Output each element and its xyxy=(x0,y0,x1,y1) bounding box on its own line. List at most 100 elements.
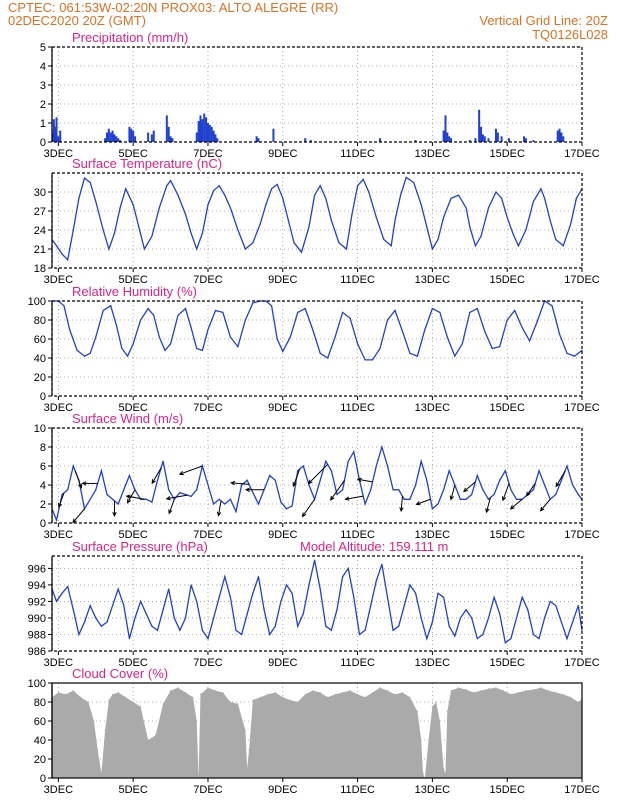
precip-bar xyxy=(111,130,114,142)
precip-bar xyxy=(496,132,499,142)
series-point xyxy=(89,181,91,184)
cloud-point xyxy=(184,691,187,694)
series-point xyxy=(196,347,198,350)
precip-bar xyxy=(134,136,137,142)
cloud-point xyxy=(555,691,557,694)
panel-title: Relative Humidity (%) xyxy=(72,284,197,299)
series-point xyxy=(383,238,385,241)
series-point xyxy=(437,238,439,241)
cloud-point xyxy=(416,710,419,713)
precip-bar xyxy=(165,115,168,142)
x-tick-label: 5DEC xyxy=(118,657,147,669)
series-point xyxy=(224,194,226,196)
series-point xyxy=(184,308,187,310)
series-point xyxy=(347,567,349,569)
series-point xyxy=(252,302,254,304)
series-point xyxy=(190,495,192,497)
series-point xyxy=(392,629,394,631)
series-point xyxy=(334,336,336,338)
cloud-point xyxy=(356,693,359,696)
series-point xyxy=(212,617,215,619)
x-tick-label: 5DEC xyxy=(118,529,147,541)
series-point xyxy=(55,600,58,603)
wind-arrow-head xyxy=(57,502,63,509)
series-point xyxy=(312,328,314,331)
series-point xyxy=(409,352,411,354)
precip-bar xyxy=(51,132,54,142)
x-tick-label: 11DEC xyxy=(340,657,375,669)
series-point xyxy=(145,498,147,500)
series-point xyxy=(293,242,295,244)
series-point xyxy=(437,592,439,594)
precip-bar xyxy=(52,119,55,142)
series-point xyxy=(100,625,102,627)
y-tick-label: 990 xyxy=(28,613,46,625)
series-point xyxy=(308,584,310,586)
cloud-point xyxy=(349,690,351,692)
series-point xyxy=(465,498,467,500)
wind-arrow xyxy=(308,464,329,484)
precip-bar xyxy=(481,134,484,142)
series-point xyxy=(330,629,333,631)
header-station: CPTEC: 061:53W-02:20N PROX03: ALTO ALEGR… xyxy=(8,0,339,15)
series-point xyxy=(327,357,329,359)
precip-bar xyxy=(117,138,120,142)
series-point xyxy=(134,617,136,619)
series-point xyxy=(244,319,246,321)
series-point xyxy=(500,197,503,199)
series-point xyxy=(67,489,69,491)
series-point xyxy=(572,621,574,623)
series-point xyxy=(364,503,366,505)
y-tick-label: 18 xyxy=(34,263,46,275)
series-point xyxy=(515,498,518,500)
precip-bar xyxy=(199,115,202,142)
series-point xyxy=(102,309,104,312)
cloud-point xyxy=(246,767,248,770)
x-tick-label: 13DEC xyxy=(415,402,451,414)
x-tick-label: 11DEC xyxy=(340,529,375,541)
series-point xyxy=(573,355,576,357)
x-tick-label: 17DEC xyxy=(564,657,600,669)
y-tick-label: 27 xyxy=(34,206,46,218)
precip-bar xyxy=(104,138,107,142)
y-tick-label: 60 xyxy=(34,334,46,346)
x-tick-label: 15DEC xyxy=(489,784,525,796)
series-point xyxy=(207,204,209,206)
precip-bar xyxy=(450,138,453,142)
series-point xyxy=(538,638,540,640)
series-point xyxy=(229,596,232,598)
precip-bar xyxy=(109,132,112,142)
series-point xyxy=(577,604,579,607)
series-point xyxy=(330,470,333,472)
cloud-point xyxy=(140,706,142,708)
series-point xyxy=(274,479,276,481)
y-tick-label: 4 xyxy=(40,61,46,73)
series-point xyxy=(280,501,282,503)
series-point xyxy=(121,347,123,350)
panel-title: Surface Temperature (nC) xyxy=(72,156,222,171)
series-point xyxy=(319,479,321,481)
precip-bar xyxy=(171,138,174,142)
cloud-point xyxy=(244,729,246,732)
series-point xyxy=(265,300,267,302)
precip-bar xyxy=(152,130,155,142)
series-point xyxy=(525,229,527,231)
cloud-point xyxy=(457,687,460,689)
precip-bar xyxy=(560,132,563,142)
series-point xyxy=(297,625,299,627)
series-point xyxy=(549,600,551,603)
cloud-point xyxy=(420,739,422,741)
series-point xyxy=(308,484,310,486)
series-point xyxy=(499,346,501,348)
series-point xyxy=(201,232,203,234)
precip-bar xyxy=(208,124,211,142)
series-point xyxy=(269,633,271,636)
cloud-point xyxy=(394,693,396,696)
series-point xyxy=(222,311,224,313)
series-point xyxy=(457,194,460,196)
series-point xyxy=(190,584,192,586)
series-point xyxy=(95,200,97,203)
series-point xyxy=(265,204,267,206)
cloud-point xyxy=(480,690,482,692)
y-tick-label: 20 xyxy=(34,372,46,384)
